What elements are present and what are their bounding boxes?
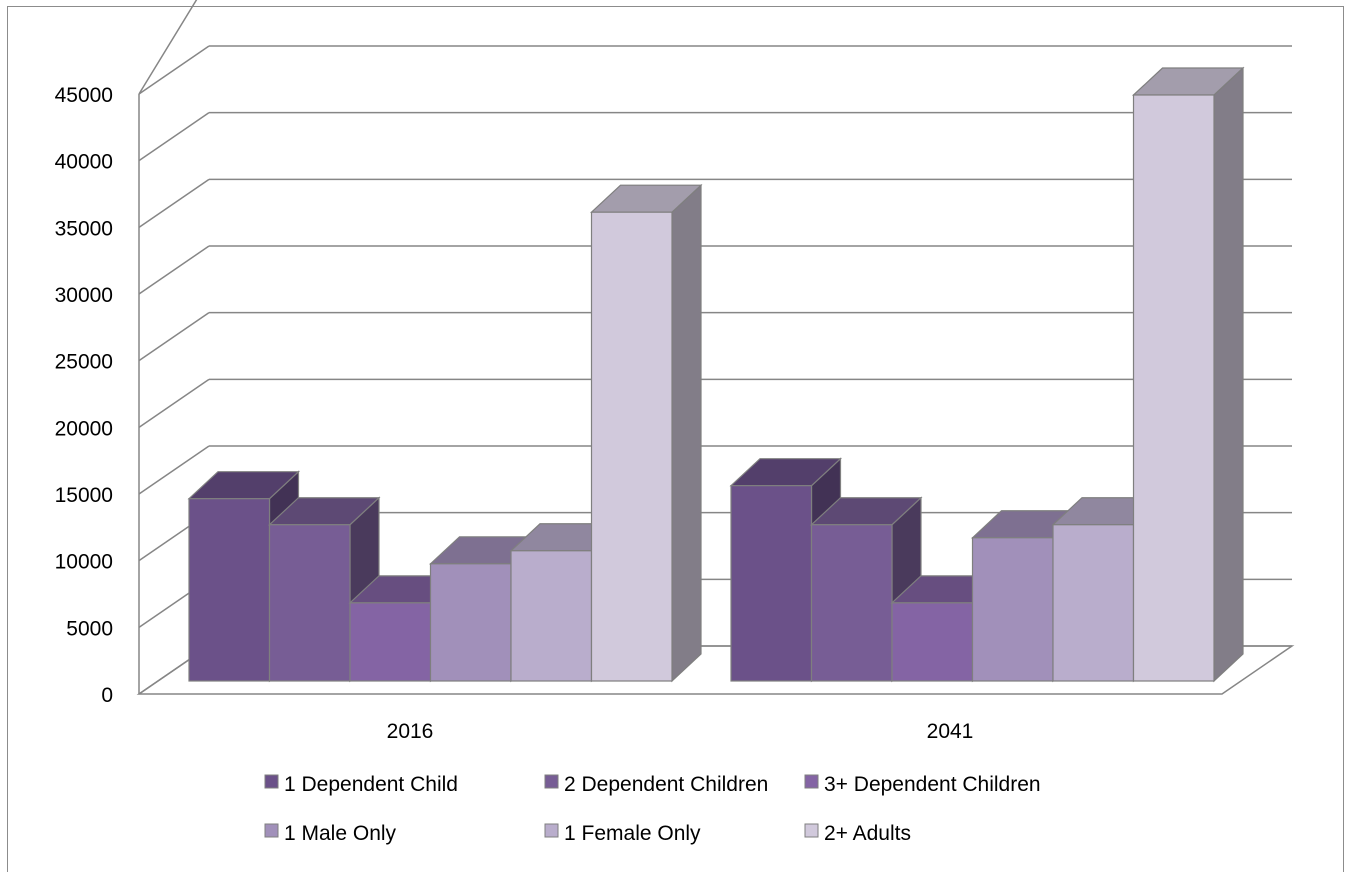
legend-swatch bbox=[804, 774, 819, 789]
bar bbox=[971, 537, 1054, 682]
bar bbox=[188, 498, 271, 682]
y-tick-label: 45000 bbox=[55, 84, 113, 107]
bar bbox=[810, 524, 893, 682]
legend-swatch bbox=[264, 774, 279, 789]
y-tick-label: 35000 bbox=[55, 217, 113, 240]
y-tick-label: 25000 bbox=[55, 351, 113, 374]
legend: 1 Dependent Child 2 Dependent Children 3+ … bbox=[264, 773, 1041, 845]
x-axis-ticks: 2016 2041 bbox=[387, 720, 974, 743]
y-tick-label: 10000 bbox=[55, 551, 113, 574]
legend-label: 1 Female Only bbox=[564, 822, 701, 845]
y-tick-label: 40000 bbox=[55, 151, 113, 174]
y-tick-label: 5000 bbox=[66, 617, 113, 640]
bar-side bbox=[671, 183, 702, 683]
bar bbox=[1132, 94, 1215, 682]
bar bbox=[349, 602, 432, 682]
legend-swatch bbox=[544, 774, 559, 789]
bar bbox=[429, 563, 512, 682]
y-axis-ticks: 0 5000 10000 15000 20000 25000 30000 35000 40000… bbox=[55, 84, 113, 707]
legend-swatch bbox=[544, 823, 559, 838]
bar-side bbox=[1213, 66, 1244, 683]
gridline-diagonal bbox=[138, 445, 210, 495]
bar bbox=[1052, 524, 1135, 682]
legend-label: 1 Male Only bbox=[284, 822, 397, 845]
bar bbox=[268, 524, 351, 682]
legend-swatch bbox=[804, 823, 819, 838]
bar bbox=[510, 550, 593, 682]
legend-label: 2 Dependent Children bbox=[564, 773, 768, 796]
gridline-diagonal bbox=[138, 378, 210, 428]
y-tick-label: 30000 bbox=[55, 284, 113, 307]
bar bbox=[730, 485, 813, 682]
bars bbox=[187, 66, 1245, 683]
legend-label: 2+ Adults bbox=[824, 822, 911, 845]
gridline-diagonal bbox=[138, 245, 210, 295]
x-tick-label: 2041 bbox=[927, 720, 974, 743]
legend-swatch bbox=[264, 823, 279, 838]
legend-label: 1 Dependent Child bbox=[284, 773, 458, 796]
y-tick-label: 15000 bbox=[55, 484, 113, 507]
gridline-diagonal bbox=[138, 178, 210, 228]
gridlines bbox=[138, 0, 1292, 695]
gridline-diagonal bbox=[138, 45, 210, 95]
y-tick-label: 0 bbox=[101, 684, 113, 707]
gridline-diagonal-top bbox=[138, 0, 198, 95]
y-tick-label: 20000 bbox=[55, 417, 113, 440]
bar bbox=[590, 211, 673, 682]
bar bbox=[891, 602, 974, 682]
x-tick-label: 2016 bbox=[387, 720, 434, 743]
legend-label: 3+ Dependent Children bbox=[824, 773, 1041, 796]
gridline-diagonal bbox=[138, 112, 210, 162]
gridline-diagonal bbox=[138, 312, 210, 362]
